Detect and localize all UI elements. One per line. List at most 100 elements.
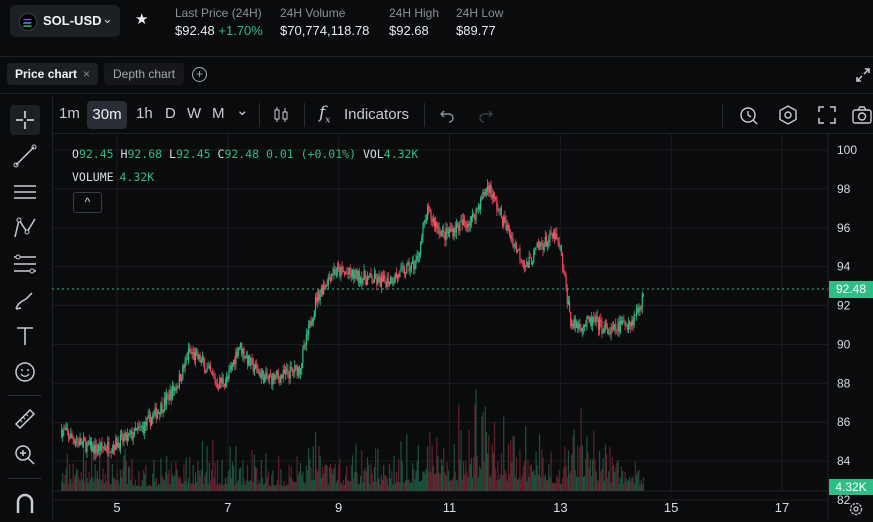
tab-depth-chart[interactable]: Depth chart: [104, 63, 185, 85]
indicators-button[interactable]: Indicators: [344, 106, 410, 123]
volume-bar: [604, 444, 606, 491]
volume-bar: [295, 481, 297, 491]
candle-body: [512, 238, 514, 247]
add-tab-icon[interactable]: +: [192, 67, 207, 82]
volume-bar: [616, 462, 618, 491]
chevron-down-icon[interactable]: ⌄: [236, 102, 249, 119]
candle-body: [515, 243, 518, 252]
candle-body: [257, 367, 259, 374]
timeframe-w[interactable]: W: [187, 105, 202, 122]
candle-body: [151, 418, 153, 426]
volume-bar: [102, 468, 104, 491]
candle-body: [618, 321, 620, 332]
time-tick-label: 7: [224, 500, 231, 515]
settings-icon[interactable]: [777, 104, 799, 126]
text-icon[interactable]: [10, 321, 40, 351]
volume-bar: [385, 475, 387, 491]
price-tick-label: 90: [837, 337, 851, 351]
crosshair-icon[interactable]: [10, 105, 40, 135]
candle-body: [268, 375, 270, 379]
volume-bar: [301, 475, 303, 491]
timeframe-m[interactable]: M: [212, 105, 225, 122]
candle-body: [303, 344, 305, 350]
candle-body: [402, 266, 404, 268]
volume-bar: [403, 482, 406, 491]
volume-bar: [92, 476, 94, 491]
price-tick-label: 94: [837, 260, 851, 274]
horizontal-lines-icon[interactable]: [10, 177, 40, 207]
candle-body: [291, 368, 294, 371]
fib-retracement-icon[interactable]: [10, 249, 40, 279]
candle-body: [510, 235, 512, 239]
candle-body: [319, 293, 321, 300]
candle-body: [408, 262, 410, 272]
trendline-icon[interactable]: [10, 141, 40, 171]
timeframe-1h[interactable]: 1h: [136, 105, 153, 122]
candle-body: [109, 452, 111, 453]
candle-body: [435, 221, 437, 227]
close-icon[interactable]: ×: [83, 67, 91, 81]
volume-bar: [246, 464, 249, 491]
candle-body: [482, 191, 484, 200]
candle-body: [455, 223, 458, 233]
candle-body: [152, 414, 154, 419]
timeframe-d[interactable]: D: [165, 105, 176, 122]
volume-bar: [556, 475, 558, 491]
candle-body: [224, 382, 227, 387]
emoji-icon[interactable]: [10, 357, 40, 387]
tab-price-chart[interactable]: Price chart ×: [7, 63, 99, 85]
volume-bar: [237, 479, 239, 491]
volume-bar: [356, 472, 358, 491]
price-axis[interactable]: 100 98 96 94 92 90 88 86 84 82: [837, 143, 857, 507]
fullscreen-icon[interactable]: [816, 104, 838, 126]
candle-body: [294, 365, 296, 373]
candle-body: [394, 273, 396, 282]
camera-icon[interactable]: [851, 104, 873, 126]
volume-bar: [585, 458, 587, 491]
candle-body: [296, 365, 298, 376]
candle-body: [227, 376, 229, 379]
candle-body: [376, 278, 378, 284]
replay-icon[interactable]: [738, 104, 760, 126]
candle-body: [535, 247, 537, 249]
volume-bar: [353, 478, 355, 491]
volume-bar: [75, 468, 78, 491]
price-chart[interactable]: 100 98 96 94 92 90 88 86 84 82 5 7 9 11 13 15 17: [52, 134, 873, 521]
gear-icon[interactable]: [848, 501, 864, 517]
volume-bar: [618, 483, 620, 491]
candle-body: [473, 213, 475, 219]
candlesticks: [60, 179, 645, 461]
redo-icon[interactable]: [477, 106, 495, 124]
timeframe-1m[interactable]: 1m: [59, 105, 80, 122]
time-axis[interactable]: 5 7 9 11 13 15 17: [113, 500, 789, 515]
indicators-icon[interactable]: fx: [319, 103, 331, 126]
volume-bar: [341, 485, 343, 491]
magnet-icon[interactable]: [10, 487, 40, 517]
expand-icon[interactable]: [855, 67, 871, 83]
candle-body: [632, 319, 634, 326]
volume-bar: [453, 443, 455, 491]
star-icon[interactable]: ★: [135, 11, 149, 28]
volume-bar: [223, 484, 225, 491]
pattern-icon[interactable]: [10, 213, 40, 243]
candle-body: [395, 273, 397, 278]
candle-body: [70, 433, 72, 439]
brush-icon[interactable]: [10, 285, 40, 315]
collapse-legend-button[interactable]: ^: [73, 192, 102, 213]
volume-bar: [510, 440, 512, 491]
timeframe-30m[interactable]: 30m: [87, 101, 127, 129]
candlestick-type-icon[interactable]: [271, 105, 291, 125]
pair-selector-button[interactable]: SOL-USD ⌄: [10, 5, 120, 37]
undo-icon[interactable]: [438, 106, 456, 124]
candle-body: [343, 272, 346, 273]
ruler-icon[interactable]: [10, 404, 40, 434]
candle-body: [468, 224, 470, 226]
volume-bar: [402, 481, 404, 491]
zoom-icon[interactable]: [10, 440, 40, 470]
candle-body: [216, 383, 219, 388]
volume-bar: [398, 459, 400, 491]
volume-bar: [94, 464, 96, 491]
candle-body: [217, 387, 220, 389]
volume-bar: [289, 476, 291, 491]
candle-body: [409, 269, 411, 272]
